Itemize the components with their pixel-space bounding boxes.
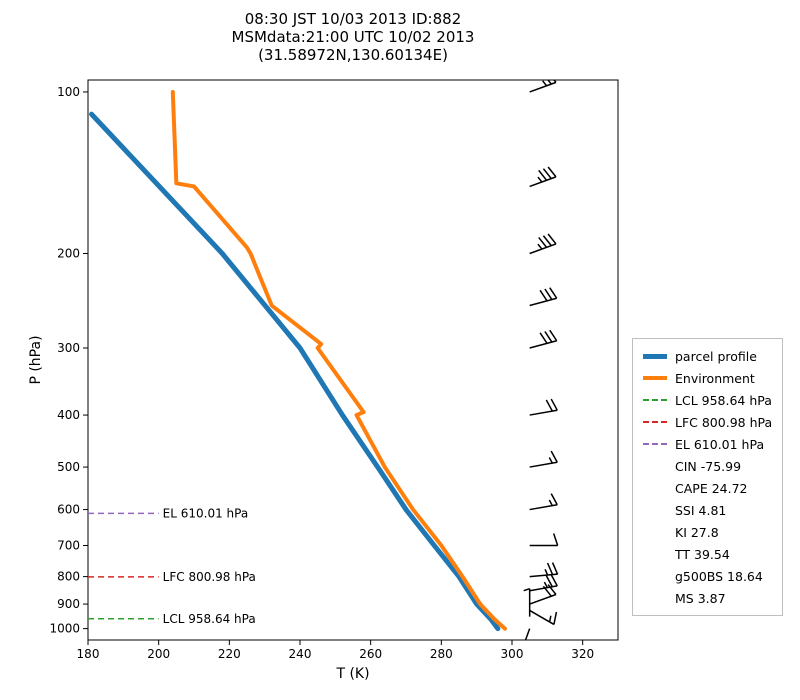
legend-label: CAPE 24.72 bbox=[675, 481, 747, 496]
parcel-profile-line bbox=[92, 114, 498, 628]
svg-text:(31.58972N,130.60134E): (31.58972N,130.60134E) bbox=[258, 46, 448, 64]
svg-text:180: 180 bbox=[77, 647, 100, 661]
chart-title: 08:30 JST 10/03 2013 ID:882MSMdata:21:00… bbox=[232, 10, 475, 64]
svg-text:08:30 JST 10/03 2013 ID:882: 08:30 JST 10/03 2013 ID:882 bbox=[245, 10, 461, 28]
legend-item: g500BS 18.64 bbox=[641, 565, 772, 587]
legend-item: parcel profile bbox=[641, 345, 772, 367]
wind-barb bbox=[524, 589, 530, 617]
legend-label: SSI 4.81 bbox=[675, 503, 726, 518]
legend-label: Environment bbox=[675, 371, 755, 386]
legend-item: KI 27.8 bbox=[641, 521, 772, 543]
svg-text:MSMdata:21:00 UTC 10/02 2013: MSMdata:21:00 UTC 10/02 2013 bbox=[232, 28, 475, 46]
legend-label: TT 39.54 bbox=[675, 547, 730, 562]
svg-text:200: 200 bbox=[57, 247, 80, 261]
legend-item: TT 39.54 bbox=[641, 543, 772, 565]
svg-text:300: 300 bbox=[57, 341, 80, 355]
legend-label: parcel profile bbox=[675, 349, 757, 364]
legend-label: MS 3.87 bbox=[675, 591, 726, 606]
wind-barb bbox=[528, 450, 558, 467]
wind-barb bbox=[529, 562, 558, 576]
wind-barb bbox=[528, 493, 558, 510]
legend-item: EL 610.01 hPa bbox=[641, 433, 772, 455]
legend-item: CAPE 24.72 bbox=[641, 477, 772, 499]
legend-item: MS 3.87 bbox=[641, 587, 772, 609]
x-axis-label: T (K) bbox=[335, 666, 369, 682]
svg-text:320: 320 bbox=[571, 647, 594, 661]
svg-text:400: 400 bbox=[57, 408, 80, 422]
svg-text:600: 600 bbox=[57, 503, 80, 517]
svg-text:100: 100 bbox=[57, 85, 80, 99]
wind-barb bbox=[527, 287, 557, 306]
svg-text:700: 700 bbox=[57, 538, 80, 552]
legend: parcel profile Environment LCL 958.64 hPa L… bbox=[632, 338, 783, 616]
legend-label: g500BS 18.64 bbox=[675, 569, 763, 584]
y-axis-label: P (hPa) bbox=[28, 335, 44, 384]
svg-text:200: 200 bbox=[147, 647, 170, 661]
el-line-label: EL 610.01 hPa bbox=[163, 506, 249, 520]
svg-text:1000: 1000 bbox=[49, 622, 80, 636]
environment-line bbox=[173, 92, 505, 629]
svg-text:300: 300 bbox=[501, 647, 524, 661]
legend-label: CIN -75.99 bbox=[675, 459, 741, 474]
svg-text:260: 260 bbox=[359, 647, 382, 661]
legend-item: SSI 4.81 bbox=[641, 499, 772, 521]
svg-text:240: 240 bbox=[289, 647, 312, 661]
wind-barb bbox=[526, 71, 556, 92]
legend-label: LCL 958.64 hPa bbox=[675, 393, 772, 408]
lfc-line-label: LFC 800.98 hPa bbox=[163, 570, 256, 584]
legend-item: Environment bbox=[641, 367, 772, 389]
legend-label: EL 610.01 hPa bbox=[675, 437, 764, 452]
legend-label: KI 27.8 bbox=[675, 525, 719, 540]
legend-item: LFC 800.98 hPa bbox=[641, 411, 772, 433]
svg-text:280: 280 bbox=[430, 647, 453, 661]
wind-barb bbox=[526, 166, 556, 187]
wind-barb bbox=[530, 600, 560, 624]
legend-item: LCL 958.64 hPa bbox=[641, 389, 772, 411]
wind-barb bbox=[528, 398, 558, 415]
lcl-line-label: LCL 958.64 hPa bbox=[163, 612, 256, 626]
wind-barb bbox=[530, 533, 558, 545]
wind-barb bbox=[526, 233, 556, 254]
svg-text:220: 220 bbox=[218, 647, 241, 661]
svg-text:900: 900 bbox=[57, 597, 80, 611]
plot-area: LCL 958.64 hPa LFC 800.98 hPa EL 610.01 hP… bbox=[88, 71, 560, 659]
legend-label: LFC 800.98 hPa bbox=[675, 415, 772, 430]
wind-barb bbox=[527, 329, 557, 348]
legend-item: CIN -75.99 bbox=[641, 455, 772, 477]
svg-text:500: 500 bbox=[57, 460, 80, 474]
svg-text:800: 800 bbox=[57, 570, 80, 584]
